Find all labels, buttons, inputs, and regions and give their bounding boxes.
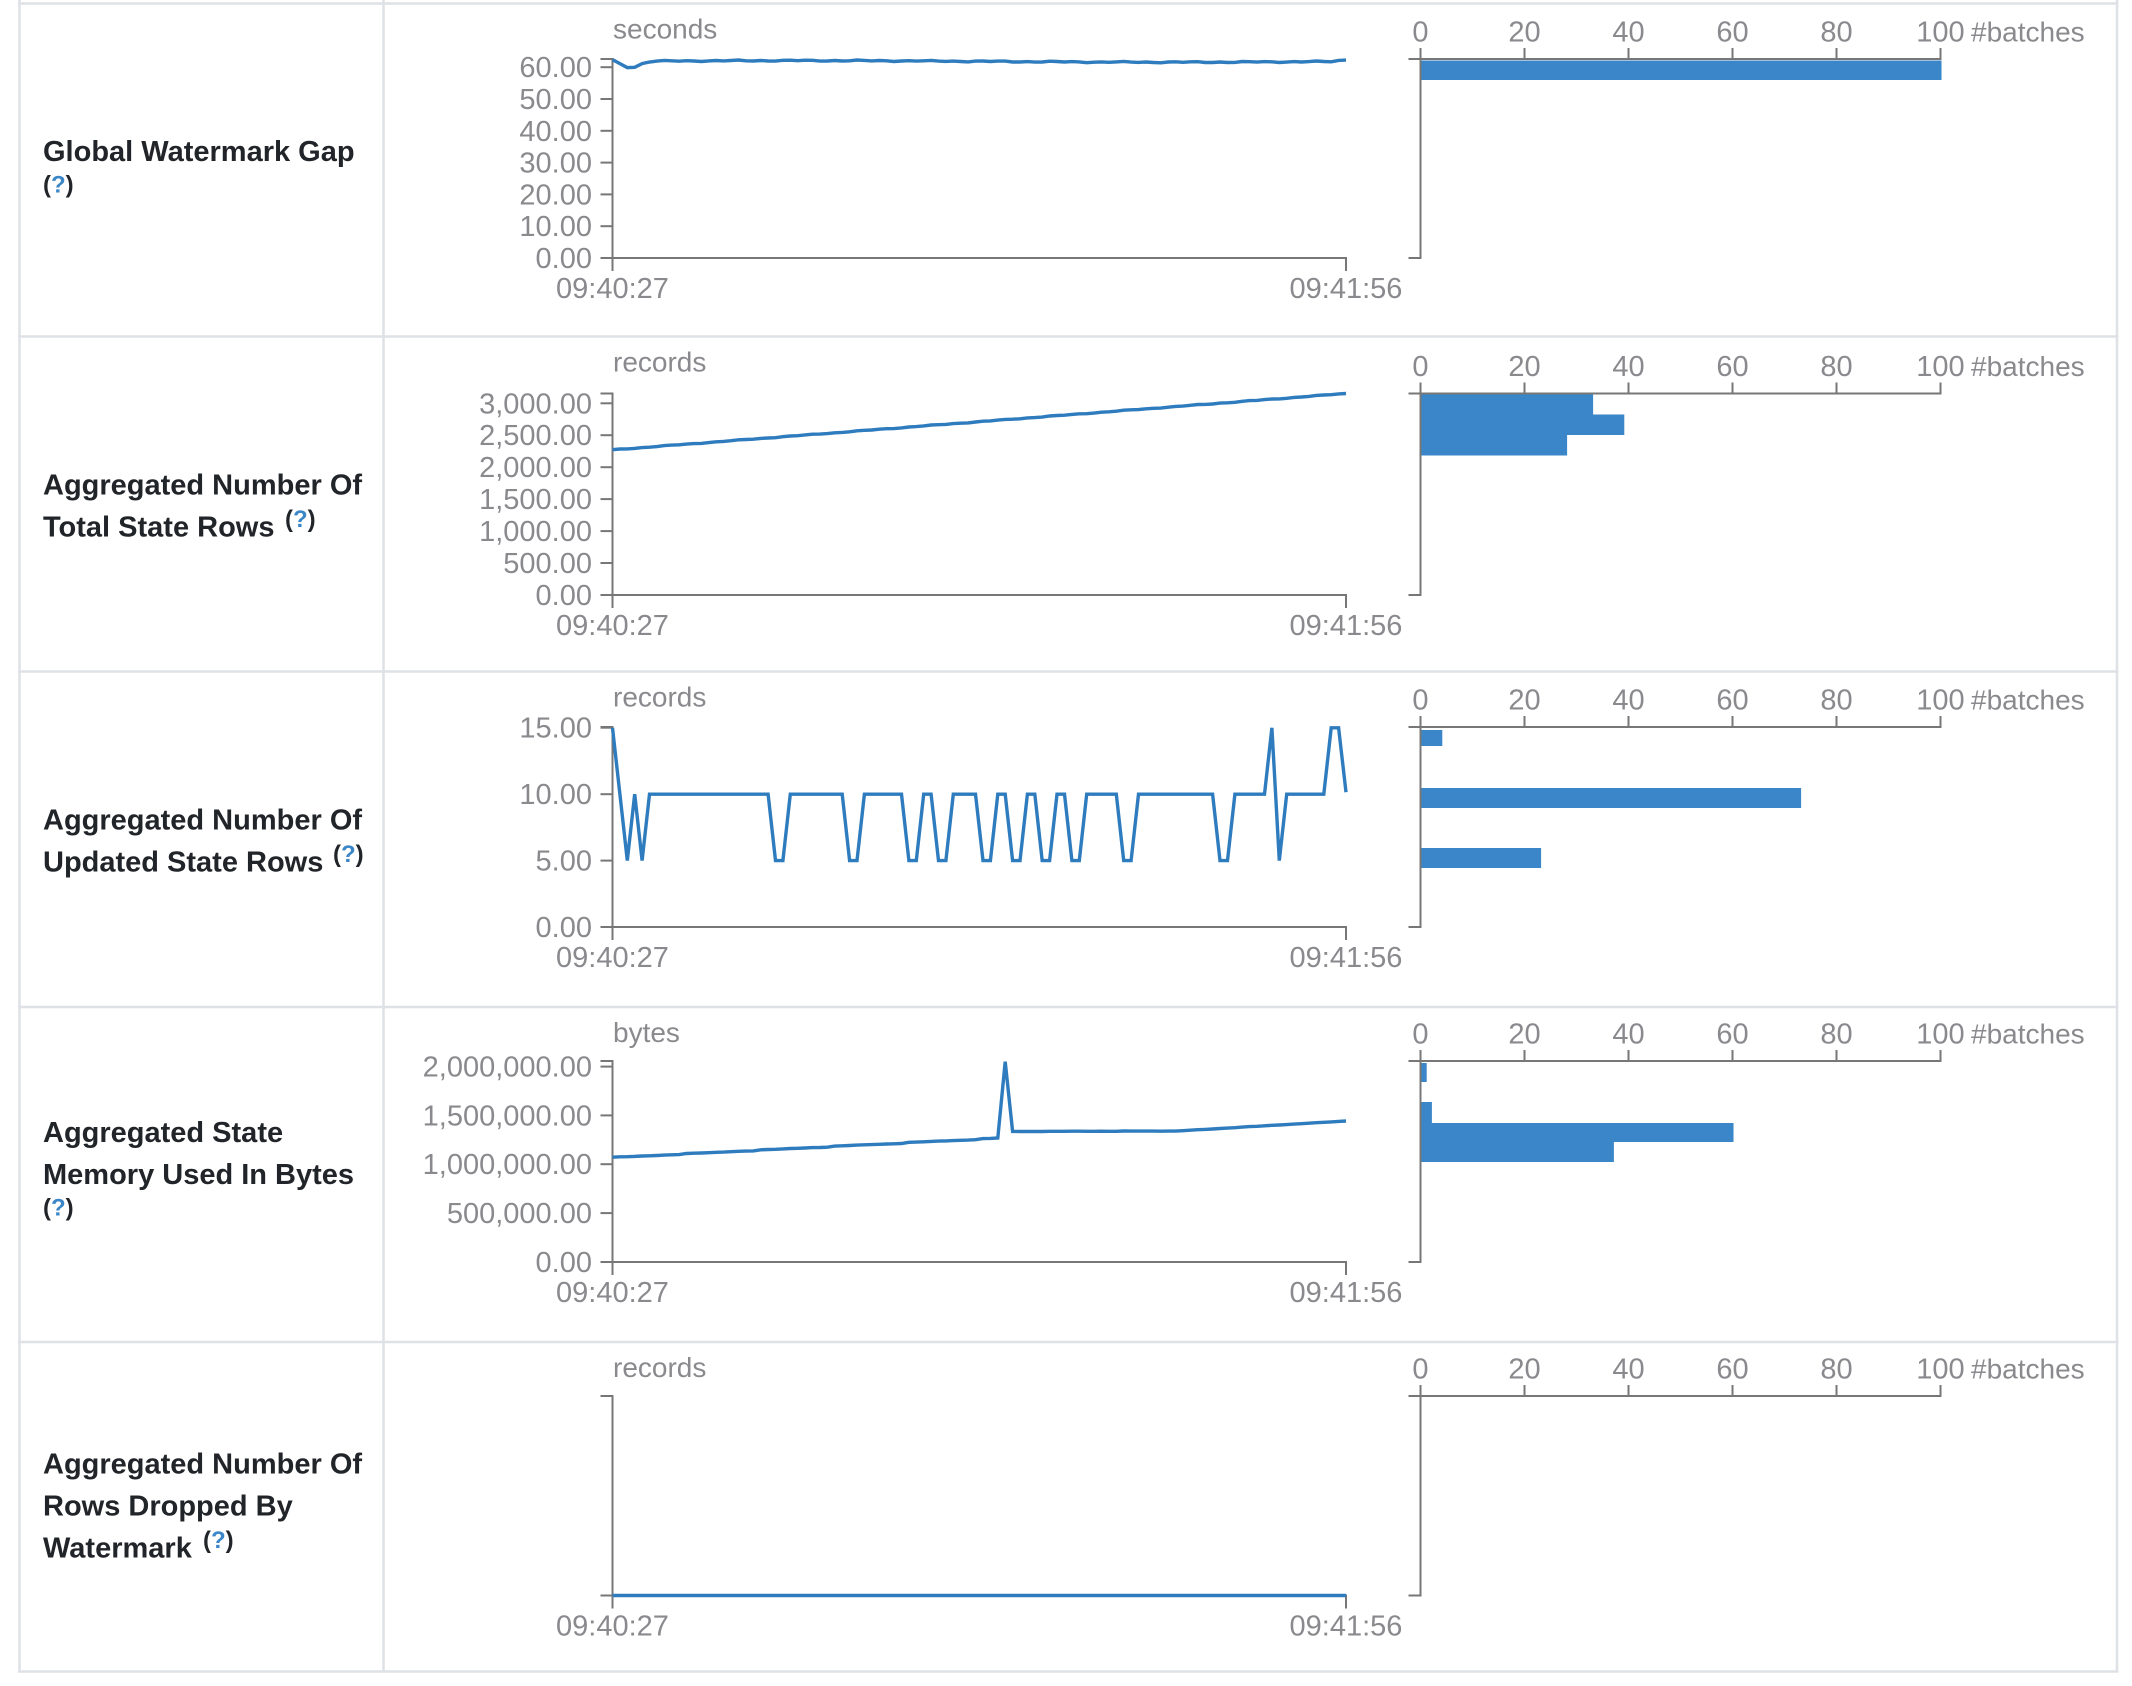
svg-text:40: 40 xyxy=(1612,351,1644,383)
svg-text:(?): (?) xyxy=(285,506,316,533)
svg-text:09:41:56: 09:41:56 xyxy=(1290,1611,1403,1643)
svg-text:80: 80 xyxy=(1820,17,1852,49)
svg-text:100: 100 xyxy=(1916,17,1964,49)
svg-text:50.00: 50.00 xyxy=(519,84,592,116)
svg-text:0.00: 0.00 xyxy=(536,580,592,612)
svg-text:5.00: 5.00 xyxy=(536,846,592,878)
svg-text:Aggregated Number Of: Aggregated Number Of xyxy=(43,1449,362,1481)
svg-text:0: 0 xyxy=(1412,1019,1428,1051)
svg-text:3,000.00: 3,000.00 xyxy=(479,388,592,420)
svg-text:09:41:56: 09:41:56 xyxy=(1290,273,1403,305)
svg-text:2,000.00: 2,000.00 xyxy=(479,452,592,484)
svg-text:0.00: 0.00 xyxy=(536,1247,592,1279)
svg-text:80: 80 xyxy=(1820,1354,1852,1386)
svg-text:60: 60 xyxy=(1716,17,1748,49)
svg-text:09:40:27: 09:40:27 xyxy=(556,942,669,974)
svg-text:#batches: #batches xyxy=(1971,351,2085,382)
svg-text:#batches: #batches xyxy=(1971,685,2085,716)
svg-text:20: 20 xyxy=(1508,685,1540,717)
svg-text:15.00: 15.00 xyxy=(519,713,592,745)
svg-text:Aggregated State: Aggregated State xyxy=(43,1117,283,1149)
svg-text:1,500,000.00: 1,500,000.00 xyxy=(423,1100,592,1132)
svg-text:40.00: 40.00 xyxy=(519,116,592,148)
svg-text:0: 0 xyxy=(1412,685,1428,717)
svg-text:Watermark: Watermark xyxy=(43,1533,193,1565)
svg-text:Aggregated Number Of: Aggregated Number Of xyxy=(43,470,362,502)
svg-text:(?): (?) xyxy=(43,1195,74,1222)
svg-text:0.00: 0.00 xyxy=(536,912,592,944)
svg-text:10.00: 10.00 xyxy=(519,779,592,811)
svg-text:(?): (?) xyxy=(43,172,74,199)
svg-text:500,000.00: 500,000.00 xyxy=(447,1198,592,1230)
svg-text:10.00: 10.00 xyxy=(519,211,592,243)
svg-text:20: 20 xyxy=(1508,1019,1540,1051)
svg-text:09:41:56: 09:41:56 xyxy=(1290,1277,1403,1309)
svg-text:60: 60 xyxy=(1716,1019,1748,1051)
svg-text:1,000.00: 1,000.00 xyxy=(479,516,592,548)
svg-text:Aggregated Number Of: Aggregated Number Of xyxy=(43,805,362,837)
svg-text:40: 40 xyxy=(1612,685,1644,717)
svg-text:#batches: #batches xyxy=(1971,17,2085,48)
svg-text:records: records xyxy=(613,682,706,713)
svg-text:(?): (?) xyxy=(333,841,364,868)
svg-text:60: 60 xyxy=(1716,685,1748,717)
svg-text:09:41:56: 09:41:56 xyxy=(1290,942,1403,974)
svg-text:09:40:27: 09:40:27 xyxy=(556,1277,669,1309)
svg-text:20.00: 20.00 xyxy=(519,179,592,211)
svg-text:Rows Dropped By: Rows Dropped By xyxy=(43,1491,293,1523)
svg-text:#batches: #batches xyxy=(1971,1019,2085,1050)
svg-text:2,500.00: 2,500.00 xyxy=(479,420,592,452)
svg-text:80: 80 xyxy=(1820,351,1852,383)
svg-text:Memory Used In Bytes: Memory Used In Bytes xyxy=(43,1159,354,1191)
svg-text:(?): (?) xyxy=(203,1527,234,1554)
svg-text:60: 60 xyxy=(1716,351,1748,383)
svg-text:Updated State Rows: Updated State Rows xyxy=(43,847,323,879)
svg-text:0: 0 xyxy=(1412,17,1428,49)
svg-text:1,500.00: 1,500.00 xyxy=(479,484,592,516)
svg-text:0: 0 xyxy=(1412,351,1428,383)
svg-text:09:40:27: 09:40:27 xyxy=(556,1611,669,1643)
svg-text:20: 20 xyxy=(1508,1354,1540,1386)
svg-text:100: 100 xyxy=(1916,685,1964,717)
svg-text:30.00: 30.00 xyxy=(519,148,592,180)
svg-text:40: 40 xyxy=(1612,1354,1644,1386)
svg-text:40: 40 xyxy=(1612,17,1644,49)
svg-text:60: 60 xyxy=(1716,1354,1748,1386)
svg-text:20: 20 xyxy=(1508,351,1540,383)
svg-text:seconds: seconds xyxy=(613,14,717,45)
svg-text:0: 0 xyxy=(1412,1354,1428,1386)
svg-text:Global Watermark Gap: Global Watermark Gap xyxy=(43,136,355,168)
svg-text:500.00: 500.00 xyxy=(503,548,592,580)
svg-text:100: 100 xyxy=(1916,1354,1964,1386)
svg-text:100: 100 xyxy=(1916,351,1964,383)
svg-text:40: 40 xyxy=(1612,1019,1644,1051)
svg-text:80: 80 xyxy=(1820,685,1852,717)
svg-text:09:40:27: 09:40:27 xyxy=(556,610,669,642)
svg-text:100: 100 xyxy=(1916,1019,1964,1051)
svg-text:Total State Rows: Total State Rows xyxy=(43,512,275,544)
svg-text:09:40:27: 09:40:27 xyxy=(556,273,669,305)
svg-text:bytes: bytes xyxy=(613,1017,680,1048)
svg-text:80: 80 xyxy=(1820,1019,1852,1051)
svg-text:records: records xyxy=(613,1352,706,1383)
svg-text:0.00: 0.00 xyxy=(536,243,592,275)
svg-text:09:41:56: 09:41:56 xyxy=(1290,610,1403,642)
svg-text:#batches: #batches xyxy=(1971,1354,2085,1385)
svg-text:records: records xyxy=(613,347,706,378)
svg-text:1,000,000.00: 1,000,000.00 xyxy=(423,1149,592,1181)
svg-text:60.00: 60.00 xyxy=(519,52,592,84)
svg-text:20: 20 xyxy=(1508,17,1540,49)
svg-text:2,000,000.00: 2,000,000.00 xyxy=(423,1052,592,1084)
